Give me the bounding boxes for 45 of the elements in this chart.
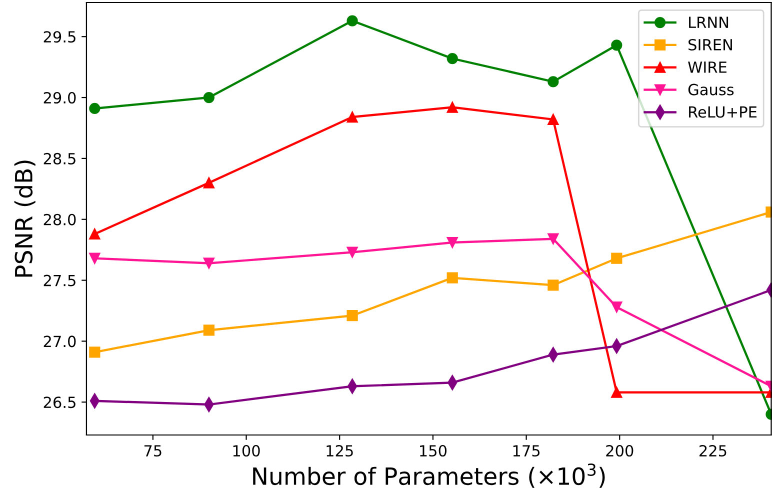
point bbox=[446, 102, 458, 113]
y-tick-label: 27.5 bbox=[44, 274, 76, 286]
y-tick-label: 28.0 bbox=[44, 214, 76, 226]
legend-label: Gauss bbox=[688, 84, 734, 96]
y-tick-label: 29.0 bbox=[44, 92, 76, 104]
point bbox=[346, 111, 358, 123]
x-axis-title: Number of Parameters (×10$^{3}$) bbox=[253, 463, 605, 488]
x-tick-label: 200 bbox=[606, 444, 634, 457]
point bbox=[611, 302, 622, 313]
point bbox=[89, 252, 100, 264]
point bbox=[611, 40, 622, 51]
x-tick-label: 225 bbox=[700, 444, 726, 457]
point bbox=[548, 233, 559, 244]
point bbox=[203, 324, 214, 336]
point bbox=[446, 236, 458, 248]
point bbox=[611, 386, 622, 398]
point bbox=[346, 310, 358, 322]
x-tick-label: 175 bbox=[513, 445, 540, 457]
x-tick-label: 150 bbox=[420, 444, 447, 457]
y-tick-label: 27.0 bbox=[44, 336, 76, 348]
y-tick-label: 28.5 bbox=[44, 152, 76, 164]
point bbox=[89, 346, 100, 358]
y-tick-label: 29.5 bbox=[44, 31, 76, 43]
legend-label: ReLU+PE bbox=[689, 106, 756, 118]
x-tick-label: 100 bbox=[233, 444, 260, 457]
legend-label: LRNN bbox=[689, 16, 728, 28]
y-axis-title: PSNR (dB) bbox=[14, 160, 36, 277]
legend-label: SIREN bbox=[688, 38, 732, 50]
x-tick-label: 75 bbox=[144, 445, 162, 457]
point bbox=[89, 228, 100, 240]
x-tick-label: 125 bbox=[326, 444, 353, 457]
point bbox=[446, 52, 458, 64]
legend-label: WIRE bbox=[688, 62, 726, 73]
point bbox=[203, 258, 214, 269]
point bbox=[346, 246, 358, 258]
point bbox=[203, 177, 214, 188]
point bbox=[89, 102, 100, 114]
point bbox=[548, 114, 559, 126]
point bbox=[446, 272, 458, 284]
point bbox=[548, 280, 559, 291]
point bbox=[548, 76, 559, 88]
point bbox=[611, 252, 622, 264]
y-tick-label: 26.5 bbox=[44, 396, 76, 408]
point bbox=[346, 15, 358, 26]
point bbox=[203, 92, 214, 104]
